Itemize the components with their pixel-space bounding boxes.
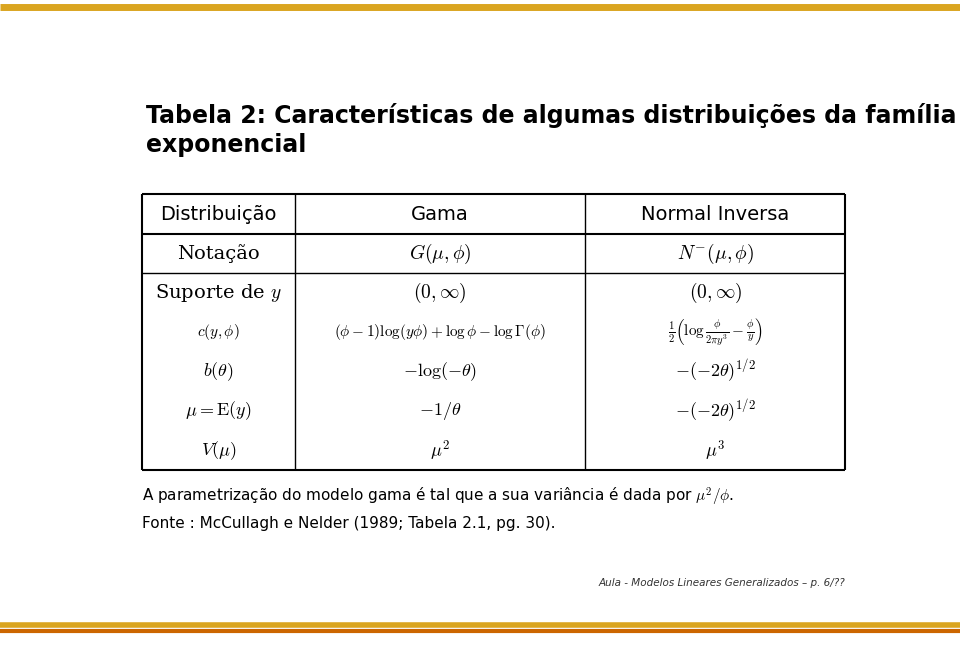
Text: $(\phi - 1)\log(y\phi) + \log \phi - \log \Gamma(\phi)$: $(\phi - 1)\log(y\phi) + \log \phi - \lo… [334, 322, 546, 342]
Text: Tabela 2: Características de algumas distribuições da família: Tabela 2: Características de algumas dis… [146, 103, 956, 127]
Text: Notação: Notação [178, 244, 260, 263]
Text: $\mu^2$: $\mu^2$ [430, 438, 450, 463]
Text: Distribuição: Distribuição [160, 205, 276, 223]
Text: $\frac{1}{2}\left(\log \frac{\phi}{2\pi y^3} - \frac{\phi}{y}\right)$: $\frac{1}{2}\left(\log \frac{\phi}{2\pi … [668, 317, 762, 348]
Text: $-\log(-\theta)$: $-\log(-\theta)$ [403, 360, 477, 383]
Text: Aula - Modelos Lineares Generalizados – p. 6/??: Aula - Modelos Lineares Generalizados – … [599, 577, 846, 587]
Text: Normal Inversa: Normal Inversa [641, 205, 789, 223]
Text: $G(\mu, \phi)$: $G(\mu, \phi)$ [409, 241, 471, 266]
Text: exponencial: exponencial [146, 133, 306, 157]
Text: $\mu^3$: $\mu^3$ [706, 438, 725, 463]
Text: $\mu = \mathrm{E}(y)$: $\mu = \mathrm{E}(y)$ [185, 400, 252, 422]
Text: $b(\theta)$: $b(\theta)$ [204, 360, 234, 383]
Text: $c(y, \phi)$: $c(y, \phi)$ [198, 322, 240, 342]
Text: $-(- 2\theta)^{1/2}$: $-(- 2\theta)^{1/2}$ [675, 358, 756, 385]
Text: A parametrização do modelo gama é tal que a sua variância é dada por $\mu^2/\phi: A parametrização do modelo gama é tal qu… [142, 485, 734, 508]
Text: Fonte : McCullagh e Nelder (1989; Tabela 2.1, pg. 30).: Fonte : McCullagh e Nelder (1989; Tabela… [142, 516, 556, 531]
Text: $-1/\theta$: $-1/\theta$ [419, 400, 461, 422]
Text: $-(- 2\theta)^{1/2}$: $-(- 2\theta)^{1/2}$ [675, 397, 756, 425]
Text: $V(\mu)$: $V(\mu)$ [201, 439, 236, 461]
Text: Suporte de $y$: Suporte de $y$ [156, 282, 282, 304]
Text: $(0, \infty)$: $(0, \infty)$ [414, 281, 467, 305]
Text: Gama: Gama [411, 205, 468, 223]
Text: $N^{-}(\mu, \phi)$: $N^{-}(\mu, \phi)$ [677, 241, 754, 266]
Text: $(0, \infty)$: $(0, \infty)$ [688, 281, 742, 305]
